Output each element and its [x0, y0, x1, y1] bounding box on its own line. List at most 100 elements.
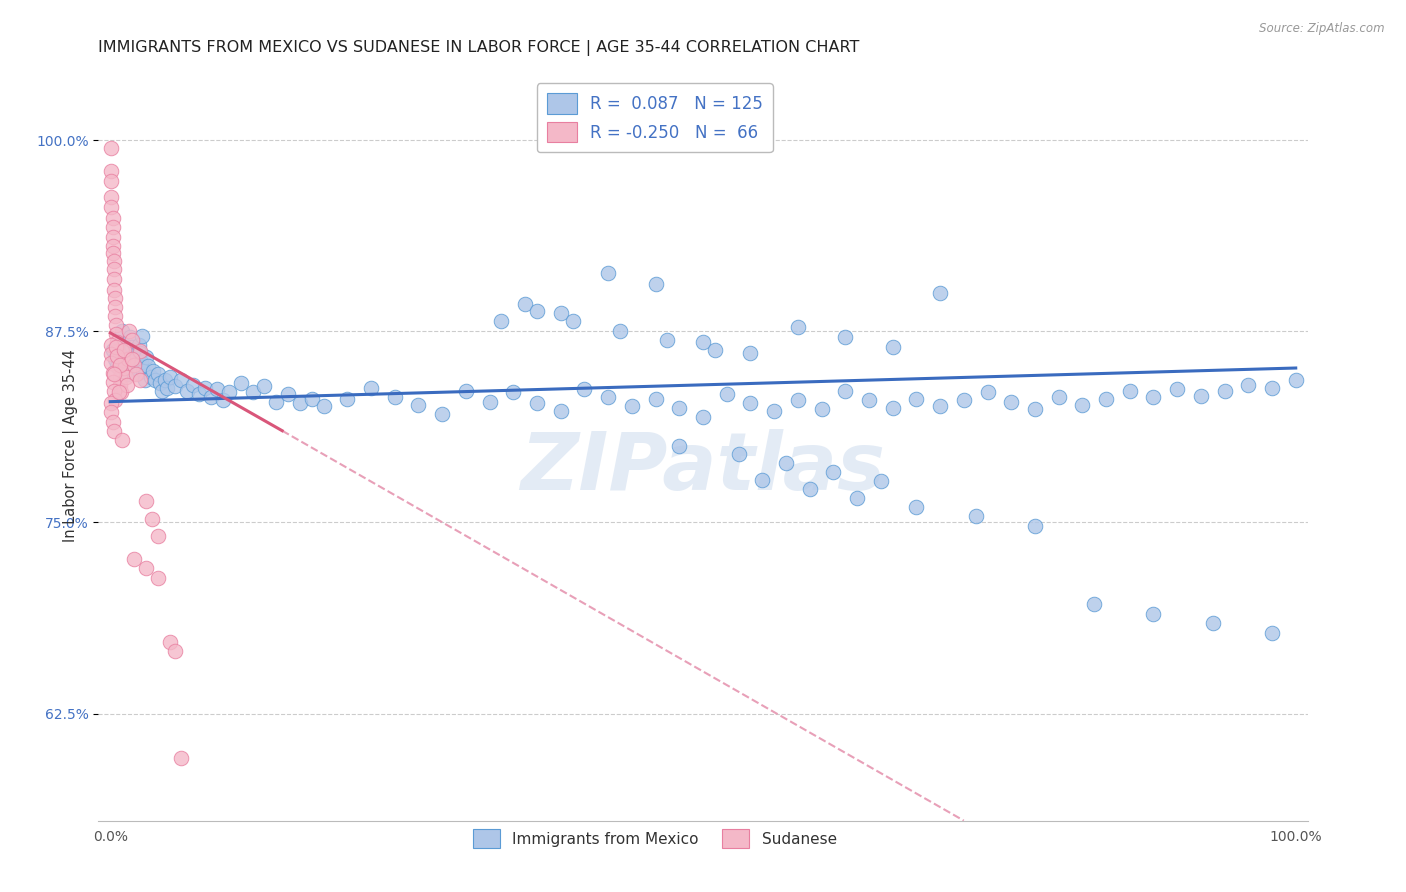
Point — [905, 500, 928, 515]
Point — [104, 291, 127, 305]
Point — [478, 394, 501, 409]
Point — [786, 393, 808, 408]
Point — [105, 349, 128, 363]
Point — [131, 329, 153, 343]
Point — [101, 246, 124, 260]
Point — [170, 751, 193, 765]
Point — [121, 349, 143, 363]
Point — [170, 373, 193, 387]
Point — [107, 351, 129, 366]
Point — [146, 367, 169, 381]
Point — [117, 351, 139, 366]
Point — [108, 377, 131, 392]
Point — [156, 381, 179, 395]
Point — [159, 634, 181, 648]
Point — [1071, 398, 1094, 412]
Point — [111, 324, 134, 338]
Point — [194, 381, 217, 395]
Point — [823, 465, 845, 479]
Point — [432, 407, 454, 421]
Point — [181, 377, 204, 392]
Point — [952, 393, 974, 408]
Point — [336, 392, 359, 406]
Point — [834, 384, 856, 398]
Point — [114, 343, 136, 357]
Point — [218, 385, 240, 400]
Point — [124, 343, 146, 357]
Point — [114, 356, 136, 370]
Point — [834, 330, 856, 344]
Point — [550, 404, 572, 418]
Point — [561, 313, 583, 327]
Point — [101, 375, 124, 389]
Text: In Labor Force | Age 35-44: In Labor Force | Age 35-44 — [63, 350, 79, 542]
Point — [152, 384, 174, 398]
Point — [122, 358, 145, 372]
Point — [135, 351, 157, 365]
Point — [125, 367, 148, 381]
Point — [1047, 390, 1070, 404]
Point — [121, 340, 143, 354]
Point — [727, 447, 749, 461]
Point — [135, 494, 157, 508]
Point — [491, 313, 513, 327]
Point — [103, 283, 125, 297]
Point — [668, 439, 690, 453]
Point — [100, 174, 122, 188]
Point — [101, 220, 124, 235]
Point — [786, 319, 808, 334]
Point — [810, 402, 832, 417]
Point — [104, 393, 127, 408]
Point — [502, 385, 524, 400]
Point — [740, 345, 762, 359]
Point — [212, 393, 235, 408]
Point — [1000, 394, 1022, 409]
Point — [153, 373, 176, 387]
Point — [101, 343, 124, 357]
Point — [200, 390, 222, 404]
Point — [1261, 381, 1284, 395]
Point — [103, 424, 125, 438]
Point — [125, 351, 148, 366]
Point — [526, 304, 548, 318]
Point — [100, 141, 122, 155]
Point — [277, 387, 299, 401]
Point — [105, 318, 128, 333]
Point — [107, 361, 129, 376]
Point — [118, 353, 141, 368]
Point — [692, 334, 714, 349]
Point — [105, 327, 128, 342]
Point — [129, 355, 152, 369]
Point — [141, 512, 163, 526]
Point — [1095, 392, 1118, 406]
Point — [110, 334, 132, 349]
Point — [136, 359, 159, 374]
Point — [120, 330, 142, 344]
Point — [105, 359, 128, 374]
Point — [101, 229, 124, 244]
Point — [114, 361, 136, 376]
Legend: Immigrants from Mexico, Sudanese: Immigrants from Mexico, Sudanese — [467, 823, 842, 855]
Point — [132, 364, 155, 378]
Point — [100, 201, 122, 215]
Point — [408, 398, 430, 412]
Point — [574, 383, 596, 397]
Point — [454, 384, 477, 398]
Point — [360, 381, 382, 395]
Point — [111, 344, 134, 359]
Point — [105, 344, 128, 359]
Point — [101, 366, 124, 380]
Point — [1119, 384, 1142, 398]
Point — [143, 373, 166, 387]
Point — [135, 561, 157, 575]
Point — [176, 384, 198, 398]
Point — [114, 351, 136, 365]
Point — [128, 338, 150, 352]
Point — [108, 370, 131, 384]
Point — [103, 384, 125, 398]
Point — [114, 370, 136, 384]
Point — [100, 163, 122, 178]
Point — [929, 399, 952, 413]
Point — [1202, 616, 1225, 631]
Point — [100, 356, 122, 370]
